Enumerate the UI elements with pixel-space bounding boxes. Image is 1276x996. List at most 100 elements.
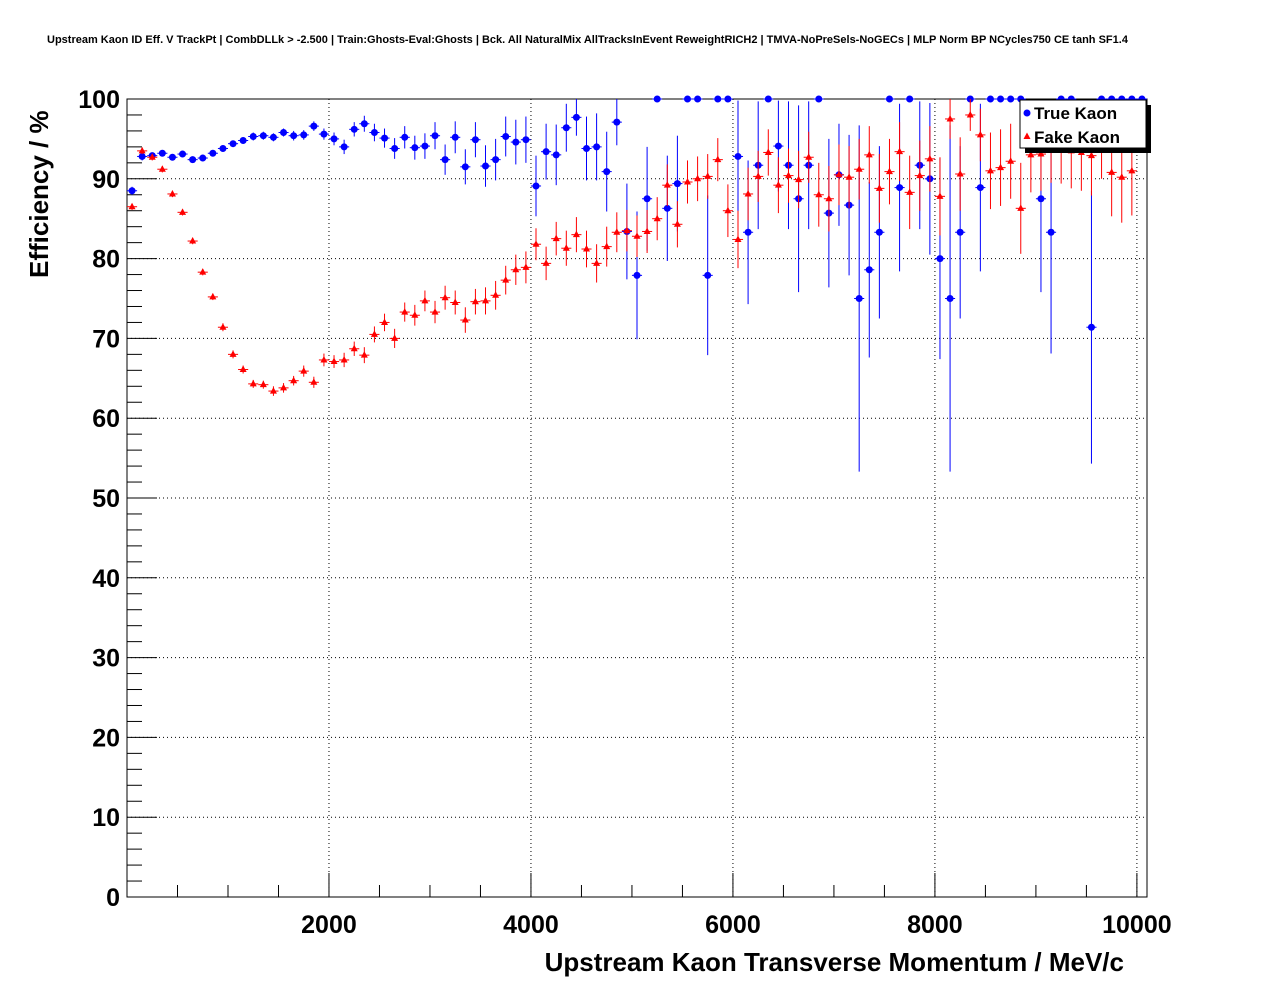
data-point <box>663 204 671 212</box>
y-axis-title: Efficiency / % <box>24 110 54 278</box>
series-layer <box>127 95 1147 472</box>
data-point <box>885 95 893 103</box>
data-point <box>300 367 308 374</box>
data-point <box>310 378 318 385</box>
data-point <box>603 168 611 176</box>
data-point <box>896 184 904 192</box>
data-point <box>986 166 994 174</box>
data-point <box>623 226 631 234</box>
data-point <box>138 146 146 154</box>
data-point <box>562 124 570 132</box>
data-point <box>946 114 954 122</box>
data-point <box>784 171 792 179</box>
series-fake-kaon <box>127 99 1137 396</box>
data-point <box>350 344 358 352</box>
data-point <box>168 153 176 161</box>
data-point <box>643 227 651 234</box>
data-point <box>704 271 712 279</box>
data-point <box>936 255 944 263</box>
data-point <box>1047 228 1055 236</box>
data-point <box>330 357 338 365</box>
data-point <box>552 234 560 242</box>
data-point <box>249 133 257 141</box>
data-point <box>997 95 1005 103</box>
data-point <box>219 144 227 152</box>
data-point <box>492 156 500 164</box>
data-point <box>269 133 277 141</box>
data-point <box>350 125 358 133</box>
data-point <box>360 120 368 128</box>
data-point <box>633 232 641 239</box>
data-point <box>441 293 449 301</box>
data-point <box>1037 195 1045 203</box>
x-axis-title: Upstream Kaon Transverse Momentum / MeV/… <box>545 947 1124 977</box>
data-point <box>815 190 823 198</box>
data-point <box>431 308 439 315</box>
data-point <box>885 167 893 175</box>
data-point <box>482 296 490 304</box>
data-point <box>593 143 601 151</box>
legend-marker-fake-kaon <box>1023 132 1031 139</box>
data-point <box>421 142 429 150</box>
data-point <box>855 295 863 302</box>
data-point <box>1118 173 1126 180</box>
data-point <box>512 265 520 273</box>
data-point <box>724 206 732 214</box>
x-tick-label: 2000 <box>301 911 357 939</box>
y-tick-label: 90 <box>92 166 120 194</box>
data-point <box>310 122 318 130</box>
data-point <box>926 154 934 162</box>
data-point <box>451 133 459 141</box>
y-tick-label: 70 <box>92 325 120 353</box>
data-point <box>259 132 267 140</box>
data-point <box>875 228 883 236</box>
y-tick-label: 20 <box>92 724 120 752</box>
data-point <box>795 175 803 183</box>
data-point <box>997 163 1005 171</box>
data-point <box>714 95 722 103</box>
data-point <box>906 188 914 195</box>
y-tick-label: 100 <box>78 86 120 114</box>
x-tick-label: 10000 <box>1102 911 1172 939</box>
axes: 0 10 20 30 40 50 60 70 80 90 100 2000 4000 6000 8000 10… <box>78 86 1171 939</box>
data-point <box>976 130 984 138</box>
data-point <box>411 144 419 152</box>
data-point <box>249 379 257 387</box>
data-point <box>613 228 621 235</box>
data-point <box>360 351 368 358</box>
data-point <box>381 134 389 142</box>
data-point <box>754 172 762 179</box>
data-point <box>1027 150 1035 158</box>
data-point <box>340 355 348 363</box>
data-point <box>532 240 540 247</box>
data-point <box>673 180 681 188</box>
data-point <box>290 376 298 384</box>
data-point <box>128 187 136 195</box>
x-tick-label: 4000 <box>503 911 559 939</box>
data-point <box>391 144 399 152</box>
data-point <box>744 189 752 197</box>
data-point <box>552 151 560 159</box>
data-point <box>633 271 641 279</box>
data-point <box>370 129 378 137</box>
data-point <box>239 365 247 373</box>
data-point <box>542 148 550 156</box>
data-point <box>370 330 378 337</box>
data-point <box>381 318 389 325</box>
data-point <box>663 181 671 188</box>
data-point <box>512 138 520 146</box>
data-point <box>946 295 954 302</box>
data-point <box>280 129 288 137</box>
data-point <box>391 334 399 341</box>
data-point <box>744 228 752 236</box>
y-tick-label: 80 <box>92 246 120 274</box>
data-point <box>148 153 156 160</box>
data-point <box>290 132 298 140</box>
data-point <box>482 162 490 170</box>
data-point <box>774 181 782 188</box>
data-point <box>229 350 237 357</box>
data-point <box>158 165 166 172</box>
data-point <box>673 220 681 227</box>
data-point <box>431 132 439 140</box>
